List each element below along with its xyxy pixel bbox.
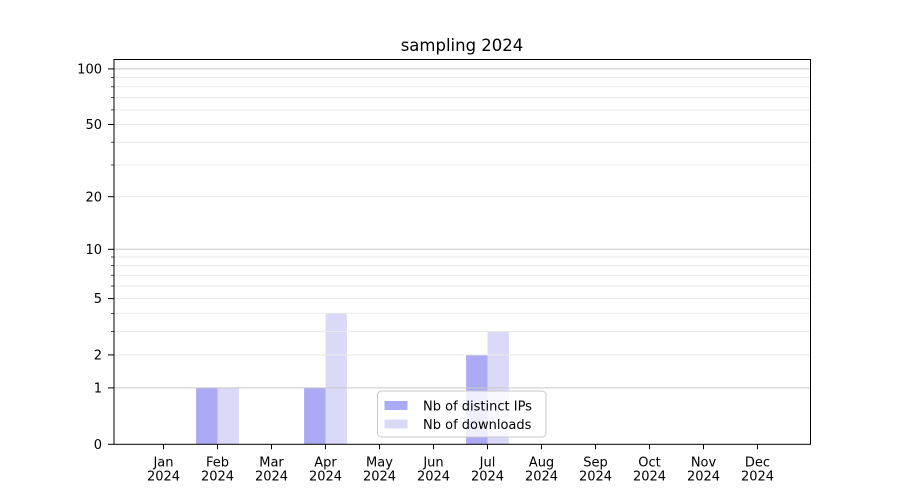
x-tick-label-month: Jun [422, 456, 443, 471]
x-tick-label-year: 2024 [471, 470, 504, 485]
legend-label-distinct-ips: Nb of distinct IPs [423, 400, 532, 415]
x-tick-label-month: May [366, 456, 393, 471]
x-tick-label-year: 2024 [201, 470, 234, 485]
legend-box [377, 390, 547, 438]
x-tick-label-month: Mar [259, 456, 284, 471]
x-tick-label-year: 2024 [417, 470, 450, 485]
x-tick-label-month: Feb [206, 456, 229, 471]
x-tick-label-month: Aug [529, 456, 554, 471]
x-tick-label-month: Dec [745, 456, 770, 471]
x-tick-label-year: 2024 [687, 470, 720, 485]
x-tick-label-month: Apr [314, 456, 337, 471]
y-tick-label: 10 [85, 243, 102, 258]
gridlines [114, 68, 811, 389]
legend-swatch-distinct-ips-icon [384, 401, 408, 410]
x-tick-label-month: Nov [691, 456, 717, 471]
x-tick-label-month: Jul [479, 456, 496, 471]
y-tick-label: 2 [94, 349, 102, 364]
y-tick-label: 100 [77, 63, 102, 78]
x-tick-label-year: 2024 [525, 470, 558, 485]
axes: Jan2024Feb2024Mar2024Apr2024May2024Jun20… [77, 59, 811, 485]
x-tick-label-year: 2024 [579, 470, 612, 485]
legend: Nb of distinct IPs Nb of downloads [377, 390, 547, 438]
plot-border [113, 59, 811, 445]
bar-feb-distinct-ips [196, 387, 218, 445]
bar-apr-downloads [325, 313, 347, 445]
x-tick-label-year: 2024 [255, 470, 288, 485]
y-tick-label: 5 [94, 292, 102, 307]
x-tick-label-year: 2024 [147, 470, 180, 485]
bar-apr-distinct-ips [304, 387, 326, 445]
y-tick-label: 0 [94, 438, 102, 453]
bar-feb-downloads [217, 387, 239, 445]
legend-swatch-downloads-icon [384, 419, 408, 429]
x-tick-label-year: 2024 [741, 470, 774, 485]
x-tick-label-month: Oct [638, 456, 660, 471]
legend-label-downloads: Nb of downloads [423, 418, 532, 433]
chart-title: sampling 2024 [401, 36, 524, 55]
x-tick-label-year: 2024 [633, 470, 666, 485]
y-tick-label: 1 [94, 382, 102, 397]
y-tick-label: 50 [85, 118, 102, 133]
x-tick-label-year: 2024 [363, 470, 396, 485]
x-tick-label-month: Jan [152, 456, 173, 471]
y-tick-label: 20 [85, 190, 102, 205]
x-tick-label-month: Sep [583, 456, 608, 471]
x-tick-label-year: 2024 [309, 470, 342, 485]
